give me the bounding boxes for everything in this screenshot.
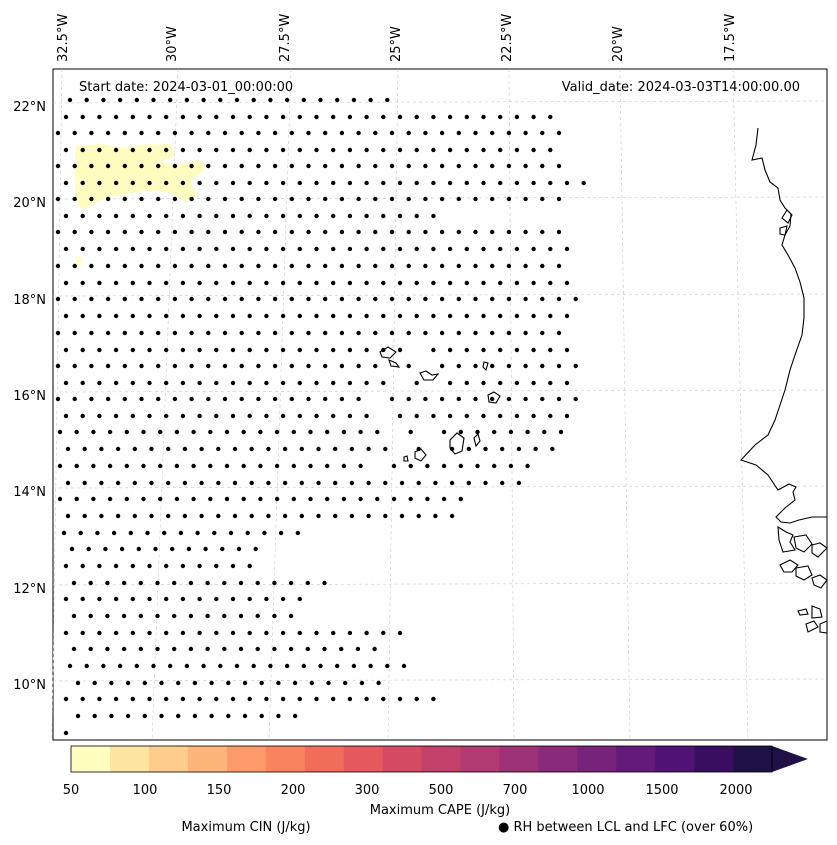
lat-tick-label: 18°N xyxy=(13,293,46,308)
rh-legend-label: ● RH between LCL and LFC (over 60%) xyxy=(498,820,753,835)
colorbar-segments xyxy=(71,746,773,772)
colorbar-tick-label: 100 xyxy=(133,783,158,798)
cape-shaded-area xyxy=(74,144,205,210)
valid-date-label: Valid_date: 2024-03-03T14:00:00.00 xyxy=(562,80,800,95)
colorbar-segment xyxy=(382,746,422,772)
colorbar-segment xyxy=(148,746,189,772)
lon-tick-label: 32.5°W xyxy=(56,14,71,62)
lat-tick-label: 14°N xyxy=(13,485,46,500)
map-panel: Start date: 2024-03-01_00:00:00 Valid_da… xyxy=(51,68,828,741)
lon-tick-label: 20°W xyxy=(611,26,626,62)
colorbar-tick-labels: 50 100 150 200 300 500 700 1000 1500 200… xyxy=(63,783,753,798)
colorbar-segment xyxy=(265,746,305,772)
colorbar-segment xyxy=(226,746,267,772)
colorbar-segment xyxy=(538,746,578,772)
colorbar-segment xyxy=(71,746,111,772)
lon-tick-label: 27.5°W xyxy=(278,14,293,62)
lon-tick-label: 30°W xyxy=(165,26,180,62)
colorbar-tick-label: 200 xyxy=(281,783,306,798)
colorbar-tick-label: 1500 xyxy=(645,783,678,798)
gridlines xyxy=(51,68,828,741)
lat-tick-label: 22°N xyxy=(13,100,46,115)
colorbar-outline xyxy=(70,745,773,773)
colorbar-tick-label: 500 xyxy=(429,783,454,798)
colorbar-segment xyxy=(421,746,461,772)
lon-tick-label: 25°W xyxy=(389,26,404,62)
longitude-tick-labels: 32.5°W 30°W 27.5°W 25°W 22.5°W 20°W 17.5… xyxy=(56,14,738,62)
colorbar-title: Maximum CAPE (J/kg) xyxy=(370,803,510,818)
start-date-label: Start date: 2024-03-01_00:00:00 xyxy=(79,80,293,95)
latitude-tick-labels: 22°N 20°N 18°N 16°N 14°N 12°N 10°N xyxy=(13,100,46,693)
colorbar-tick-label: 2000 xyxy=(719,783,752,798)
lat-tick-label: 12°N xyxy=(13,582,46,597)
cape-colorbar: 50 100 150 200 300 500 700 1000 1500 200… xyxy=(63,745,808,818)
colorbar-segment xyxy=(655,746,695,772)
colorbar-tick-label: 1000 xyxy=(571,783,604,798)
lat-tick-label: 10°N xyxy=(13,678,46,693)
cape-shaded-fleck xyxy=(76,256,82,266)
colorbar-segment xyxy=(694,746,734,772)
colorbar-segment xyxy=(616,746,656,772)
colorbar-segment xyxy=(343,746,383,772)
colorbar-segment xyxy=(460,746,500,772)
cin-legend-label: Maximum CIN (J/kg) xyxy=(181,820,310,835)
lon-tick-label: 22.5°W xyxy=(500,14,515,62)
colorbar-segment xyxy=(499,746,539,772)
cape-verde-islands xyxy=(379,346,501,462)
colorbar-segment xyxy=(577,746,617,772)
colorbar-tick-label: 50 xyxy=(63,783,80,798)
colorbar-segment xyxy=(733,746,773,772)
rh-dot-stipple xyxy=(55,97,586,736)
colorbar-segment xyxy=(187,746,228,772)
african-coastline xyxy=(740,127,828,634)
lat-tick-label: 16°N xyxy=(13,389,46,404)
colorbar-extend-arrow xyxy=(772,746,808,772)
lat-tick-label: 20°N xyxy=(13,196,46,211)
colorbar-segment xyxy=(109,746,150,772)
colorbar-segment xyxy=(304,746,344,772)
colorbar-tick-label: 700 xyxy=(503,783,528,798)
colorbar-tick-label: 300 xyxy=(355,783,380,798)
lon-tick-label: 17.5°W xyxy=(723,14,738,62)
colorbar-tick-label: 150 xyxy=(207,783,232,798)
